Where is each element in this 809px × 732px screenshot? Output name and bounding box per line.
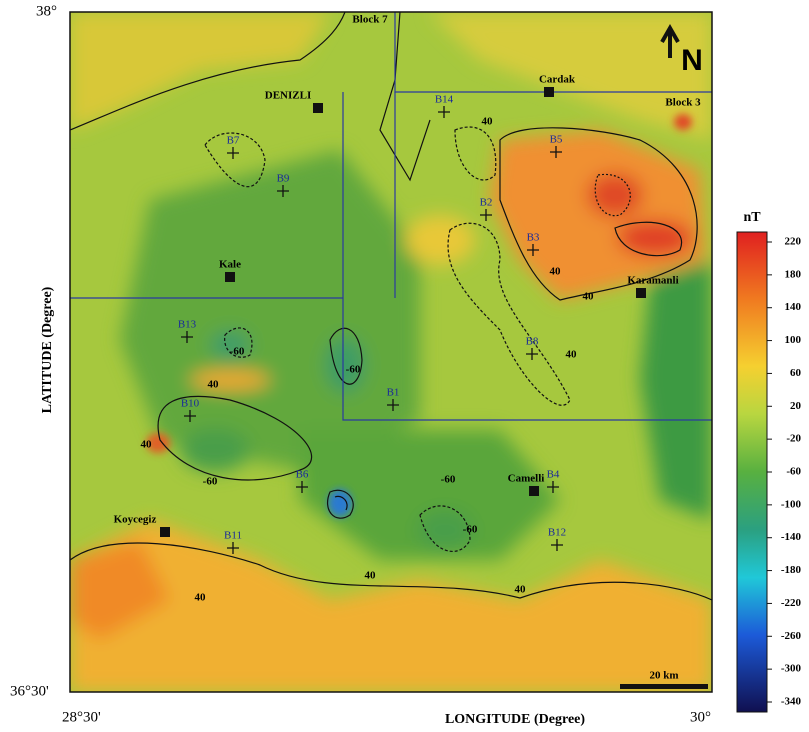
colorbar-tick-label: -260 xyxy=(781,630,802,642)
colorbar-tick-label: -140 xyxy=(781,531,802,543)
contour-label: 40 xyxy=(566,349,578,361)
contour-label: 40 xyxy=(515,584,527,596)
colorbar-tick-label: 60 xyxy=(790,367,802,379)
borehole-label: B14 xyxy=(435,94,454,106)
lon-right-label: 30° xyxy=(690,709,711,725)
borehole-label: B13 xyxy=(178,319,197,331)
north-label: N xyxy=(681,44,703,77)
borehole-label: B4 xyxy=(547,469,560,481)
colorbar-tick-label: -180 xyxy=(781,564,802,576)
borehole-marker xyxy=(181,331,193,343)
borehole-marker xyxy=(526,348,538,360)
borehole-label: B5 xyxy=(550,134,563,146)
town-marker xyxy=(544,87,554,97)
borehole-marker xyxy=(547,481,559,493)
contour-label: 40 xyxy=(583,291,595,303)
contour-label: 40 xyxy=(482,116,494,128)
colorbar-tick-label: -220 xyxy=(781,597,802,609)
y-axis-label: LATITUDE (Degree) xyxy=(40,286,55,413)
contour-label: 40 xyxy=(195,592,207,604)
scale-bar-label: 20 km xyxy=(649,670,678,682)
colorbar-tick-label: 220 xyxy=(785,236,802,248)
contour-label: 40 xyxy=(365,570,377,582)
borehole-marker xyxy=(387,399,399,411)
colorbar-tick-label: -300 xyxy=(781,663,802,675)
borehole-label: B8 xyxy=(526,336,539,348)
colorbar-tick-label: 100 xyxy=(785,334,802,346)
colorbar-tick-label: 20 xyxy=(790,400,802,412)
borehole-label: B10 xyxy=(181,398,200,410)
town-marker xyxy=(313,103,323,113)
borehole-marker xyxy=(184,410,196,422)
town-label: Cardak xyxy=(539,74,576,86)
town-marker xyxy=(636,288,646,298)
contour-label: -60 xyxy=(346,364,361,376)
borehole-marker xyxy=(296,481,308,493)
borehole-label: B11 xyxy=(224,530,242,542)
town-marker xyxy=(225,272,235,282)
colorbar-tick-label: -100 xyxy=(781,498,802,510)
town-marker xyxy=(529,486,539,496)
north-arrow xyxy=(660,23,680,58)
scale-bar-line xyxy=(620,684,708,689)
borehole-marker xyxy=(438,106,450,118)
colorbar xyxy=(736,231,768,713)
town-label: Karamanli xyxy=(627,275,678,287)
borehole-label: B9 xyxy=(277,173,290,185)
contour-label: 40 xyxy=(208,379,220,391)
x-axis-label: LONGITUDE (Degree) xyxy=(445,712,585,727)
map-frame xyxy=(69,11,713,693)
contour-label: -60 xyxy=(441,474,456,486)
contour-label: -60 xyxy=(230,346,245,358)
colorbar-tick-label: 180 xyxy=(785,268,802,280)
colorbar-tick-label: -60 xyxy=(786,466,801,478)
borehole-label: B6 xyxy=(296,469,309,481)
colorbar-tick-label: 140 xyxy=(785,301,802,313)
borehole-label: B3 xyxy=(527,232,540,244)
colorbar-tick-label: -340 xyxy=(781,696,802,708)
contour-label: -60 xyxy=(463,524,478,536)
lon-left-label: 28°30' xyxy=(62,709,101,725)
borehole-marker xyxy=(550,146,562,158)
town-label: Koycegiz xyxy=(114,514,157,526)
borehole-marker xyxy=(527,244,539,256)
contour-label: 40 xyxy=(141,439,153,451)
borehole-label: B7 xyxy=(227,135,240,147)
borehole-marker xyxy=(551,539,563,551)
borehole-label: B2 xyxy=(480,197,493,209)
borehole-label: B12 xyxy=(548,527,566,539)
borehole-marker xyxy=(227,147,239,159)
borehole-marker xyxy=(277,185,289,197)
contour-label: -60 xyxy=(203,476,218,488)
borehole-marker xyxy=(227,542,239,554)
block-label: Block 3 xyxy=(665,97,701,109)
borehole-marker xyxy=(480,209,492,221)
town-marker xyxy=(160,527,170,537)
block-label: Block 7 xyxy=(352,14,388,26)
contour-label: 40 xyxy=(550,266,562,278)
block-boundaries xyxy=(70,12,712,421)
borehole-label: B1 xyxy=(387,387,400,399)
town-label: Camelli xyxy=(508,473,545,485)
lat-top-label: 38° xyxy=(36,3,57,19)
colorbar-tick-label: -20 xyxy=(786,433,801,445)
town-label: DENIZLI xyxy=(265,90,311,102)
lat-bottom-label: 36°30' xyxy=(10,683,49,699)
colorbar-unit: nT xyxy=(743,210,761,225)
anomaly-map xyxy=(70,12,712,692)
town-label: Kale xyxy=(219,259,241,271)
